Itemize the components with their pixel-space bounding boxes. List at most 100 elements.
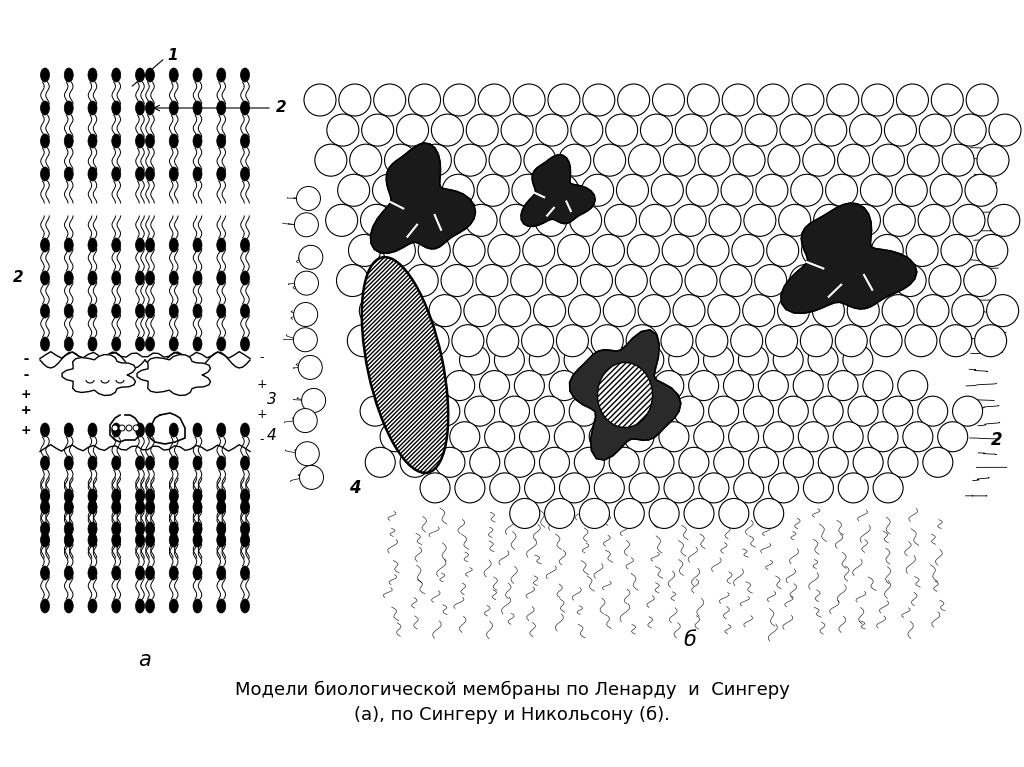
Ellipse shape bbox=[65, 337, 74, 351]
Circle shape bbox=[548, 84, 580, 116]
Ellipse shape bbox=[135, 337, 144, 351]
Circle shape bbox=[743, 396, 773, 426]
Circle shape bbox=[693, 422, 724, 452]
Circle shape bbox=[591, 324, 624, 357]
Circle shape bbox=[674, 204, 707, 236]
Ellipse shape bbox=[65, 167, 74, 181]
Ellipse shape bbox=[65, 304, 74, 318]
Circle shape bbox=[916, 295, 949, 327]
Circle shape bbox=[652, 84, 684, 116]
Circle shape bbox=[709, 396, 738, 426]
Circle shape bbox=[359, 295, 391, 327]
Circle shape bbox=[476, 265, 508, 297]
Ellipse shape bbox=[145, 599, 155, 613]
Circle shape bbox=[952, 396, 983, 426]
Ellipse shape bbox=[65, 489, 74, 503]
Circle shape bbox=[337, 265, 369, 297]
Circle shape bbox=[297, 186, 321, 210]
Circle shape bbox=[849, 204, 881, 236]
Ellipse shape bbox=[135, 304, 144, 318]
Text: 2: 2 bbox=[276, 100, 287, 116]
Circle shape bbox=[836, 324, 867, 357]
Circle shape bbox=[843, 345, 872, 375]
Circle shape bbox=[628, 235, 659, 266]
Circle shape bbox=[790, 265, 821, 297]
Ellipse shape bbox=[112, 423, 121, 437]
Circle shape bbox=[339, 84, 371, 116]
Circle shape bbox=[732, 235, 764, 266]
Ellipse shape bbox=[88, 533, 97, 547]
Circle shape bbox=[479, 370, 510, 400]
Circle shape bbox=[614, 499, 644, 528]
Circle shape bbox=[385, 144, 417, 176]
Circle shape bbox=[847, 295, 880, 327]
Text: +: + bbox=[20, 403, 32, 416]
Circle shape bbox=[953, 204, 985, 236]
Ellipse shape bbox=[65, 533, 74, 547]
Circle shape bbox=[794, 370, 823, 400]
Circle shape bbox=[673, 295, 705, 327]
Ellipse shape bbox=[169, 599, 178, 613]
Circle shape bbox=[674, 396, 703, 426]
Circle shape bbox=[837, 235, 868, 266]
Circle shape bbox=[464, 295, 496, 327]
Ellipse shape bbox=[145, 238, 155, 252]
Ellipse shape bbox=[169, 271, 178, 285]
Circle shape bbox=[868, 422, 898, 452]
Ellipse shape bbox=[145, 522, 155, 536]
Text: +: + bbox=[20, 403, 32, 416]
Circle shape bbox=[574, 447, 604, 477]
Ellipse shape bbox=[88, 167, 97, 181]
Ellipse shape bbox=[217, 304, 225, 318]
Ellipse shape bbox=[241, 533, 250, 547]
Ellipse shape bbox=[88, 304, 97, 318]
Text: 2: 2 bbox=[991, 431, 1002, 449]
Circle shape bbox=[696, 324, 728, 357]
Ellipse shape bbox=[217, 533, 225, 547]
Ellipse shape bbox=[169, 238, 178, 252]
Ellipse shape bbox=[169, 456, 178, 470]
Circle shape bbox=[512, 174, 544, 206]
Text: +: + bbox=[20, 389, 32, 401]
Circle shape bbox=[395, 204, 427, 236]
Ellipse shape bbox=[88, 489, 97, 503]
Circle shape bbox=[872, 144, 904, 176]
Ellipse shape bbox=[217, 101, 225, 115]
Circle shape bbox=[975, 324, 1007, 357]
Ellipse shape bbox=[41, 271, 49, 285]
Circle shape bbox=[742, 295, 775, 327]
Ellipse shape bbox=[112, 533, 121, 547]
Circle shape bbox=[442, 174, 474, 206]
Circle shape bbox=[653, 370, 684, 400]
Circle shape bbox=[119, 425, 125, 431]
Circle shape bbox=[918, 396, 948, 426]
Circle shape bbox=[455, 144, 486, 176]
Circle shape bbox=[443, 84, 475, 116]
Circle shape bbox=[366, 447, 395, 477]
Circle shape bbox=[634, 345, 664, 375]
Text: Модели биологической мембраны по Ленарду  и  Сингеру: Модели биологической мембраны по Ленарду… bbox=[234, 681, 790, 700]
Circle shape bbox=[929, 265, 961, 297]
Circle shape bbox=[417, 324, 450, 357]
Circle shape bbox=[871, 235, 903, 266]
Circle shape bbox=[873, 473, 903, 503]
Circle shape bbox=[860, 174, 893, 206]
Ellipse shape bbox=[241, 456, 250, 470]
Circle shape bbox=[767, 235, 799, 266]
Circle shape bbox=[604, 204, 637, 236]
Circle shape bbox=[418, 235, 451, 266]
Circle shape bbox=[756, 174, 787, 206]
Ellipse shape bbox=[193, 238, 202, 252]
Ellipse shape bbox=[65, 599, 74, 613]
Ellipse shape bbox=[41, 566, 49, 580]
Circle shape bbox=[743, 204, 776, 236]
Circle shape bbox=[698, 144, 730, 176]
Ellipse shape bbox=[241, 522, 250, 536]
Ellipse shape bbox=[217, 134, 225, 148]
Ellipse shape bbox=[112, 68, 121, 82]
Circle shape bbox=[808, 345, 838, 375]
Circle shape bbox=[942, 144, 974, 176]
Ellipse shape bbox=[193, 167, 202, 181]
Circle shape bbox=[804, 473, 834, 503]
Circle shape bbox=[383, 235, 416, 266]
